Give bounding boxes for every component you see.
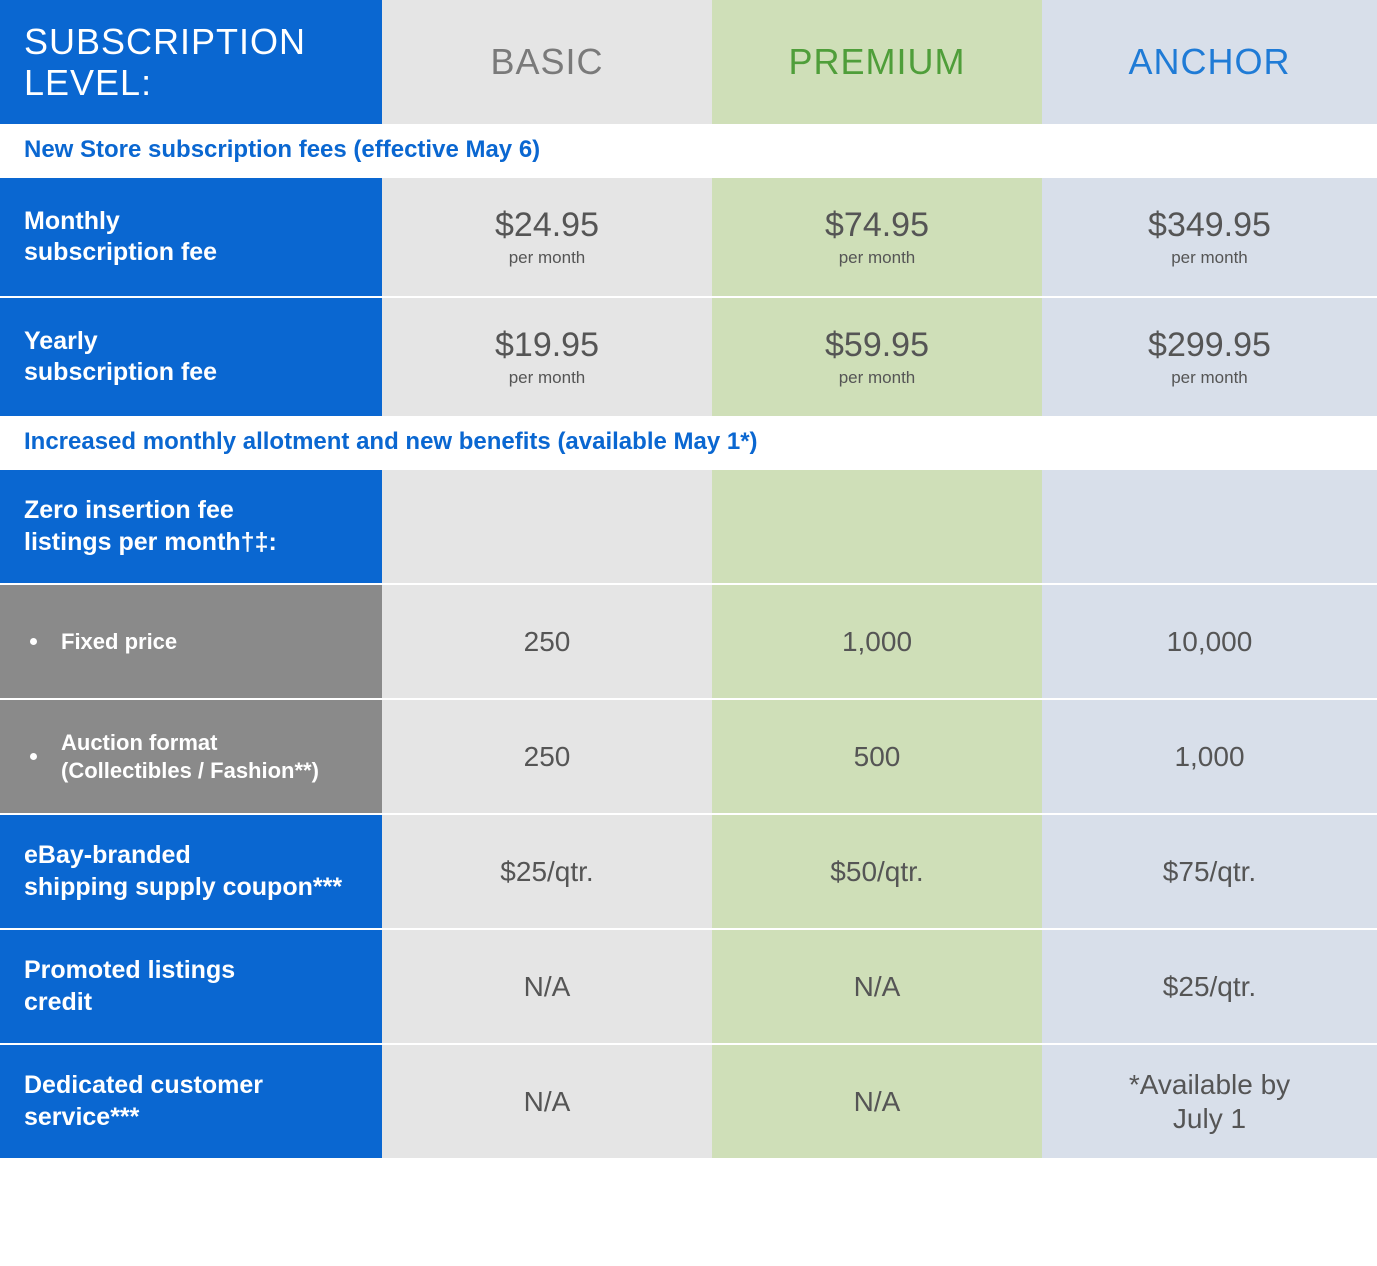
zero-insertion-premium-empty [712,468,1042,583]
auction-premium: 500 [712,698,1042,813]
auction-anchor: 1,000 [1042,698,1377,813]
header-label-line2: LEVEL: [24,62,152,103]
fixed-price-premium: 1,000 [712,583,1042,698]
row-label-yearly-fee: Yearly subscription fee [0,296,382,416]
plan-header-premium: PREMIUM [712,0,1042,124]
row-label-monthly-fee: Monthly subscription fee [0,176,382,296]
section-benefits-title: Increased monthly allotment and new bene… [0,416,1377,468]
row-label-shipping-coupon: eBay-branded shipping supply coupon*** [0,813,382,928]
dedicated-cs-anchor: *Available by July 1 [1042,1043,1377,1158]
monthly-fee-basic: $24.95 per month [382,176,712,296]
row-label-auction-format: Auction format (Collectibles / Fashion**… [0,698,382,813]
row-label-fixed-price: Fixed price [0,583,382,698]
yearly-fee-basic: $19.95 per month [382,296,712,416]
bullet-icon [30,638,37,645]
subscription-pricing-table: SUBSCRIPTION LEVEL: BASIC PREMIUM ANCHOR… [0,0,1377,1158]
dedicated-cs-premium: N/A [712,1043,1042,1158]
header-label-line1: SUBSCRIPTION [24,21,306,62]
fixed-price-anchor: 10,000 [1042,583,1377,698]
bullet-icon [30,753,37,760]
plan-header-basic: BASIC [382,0,712,124]
row-label-dedicated-cs: Dedicated customer service*** [0,1043,382,1158]
yearly-fee-anchor: $299.95 per month [1042,296,1377,416]
row-label-promoted-credit: Promoted listings credit [0,928,382,1043]
promoted-basic: N/A [382,928,712,1043]
zero-insertion-anchor-empty [1042,468,1377,583]
shipping-coupon-anchor: $75/qtr. [1042,813,1377,928]
promoted-premium: N/A [712,928,1042,1043]
dedicated-cs-basic: N/A [382,1043,712,1158]
promoted-anchor: $25/qtr. [1042,928,1377,1043]
row-label-zero-insertion: Zero insertion fee listings per month†‡: [0,468,382,583]
auction-basic: 250 [382,698,712,813]
fixed-price-basic: 250 [382,583,712,698]
yearly-fee-premium: $59.95 per month [712,296,1042,416]
zero-insertion-basic-empty [382,468,712,583]
section-fees-title: New Store subscription fees (effective M… [0,124,1377,176]
shipping-coupon-basic: $25/qtr. [382,813,712,928]
monthly-fee-premium: $74.95 per month [712,176,1042,296]
shipping-coupon-premium: $50/qtr. [712,813,1042,928]
table-header-label: SUBSCRIPTION LEVEL: [0,0,382,124]
plan-header-anchor: ANCHOR [1042,0,1377,124]
monthly-fee-anchor: $349.95 per month [1042,176,1377,296]
